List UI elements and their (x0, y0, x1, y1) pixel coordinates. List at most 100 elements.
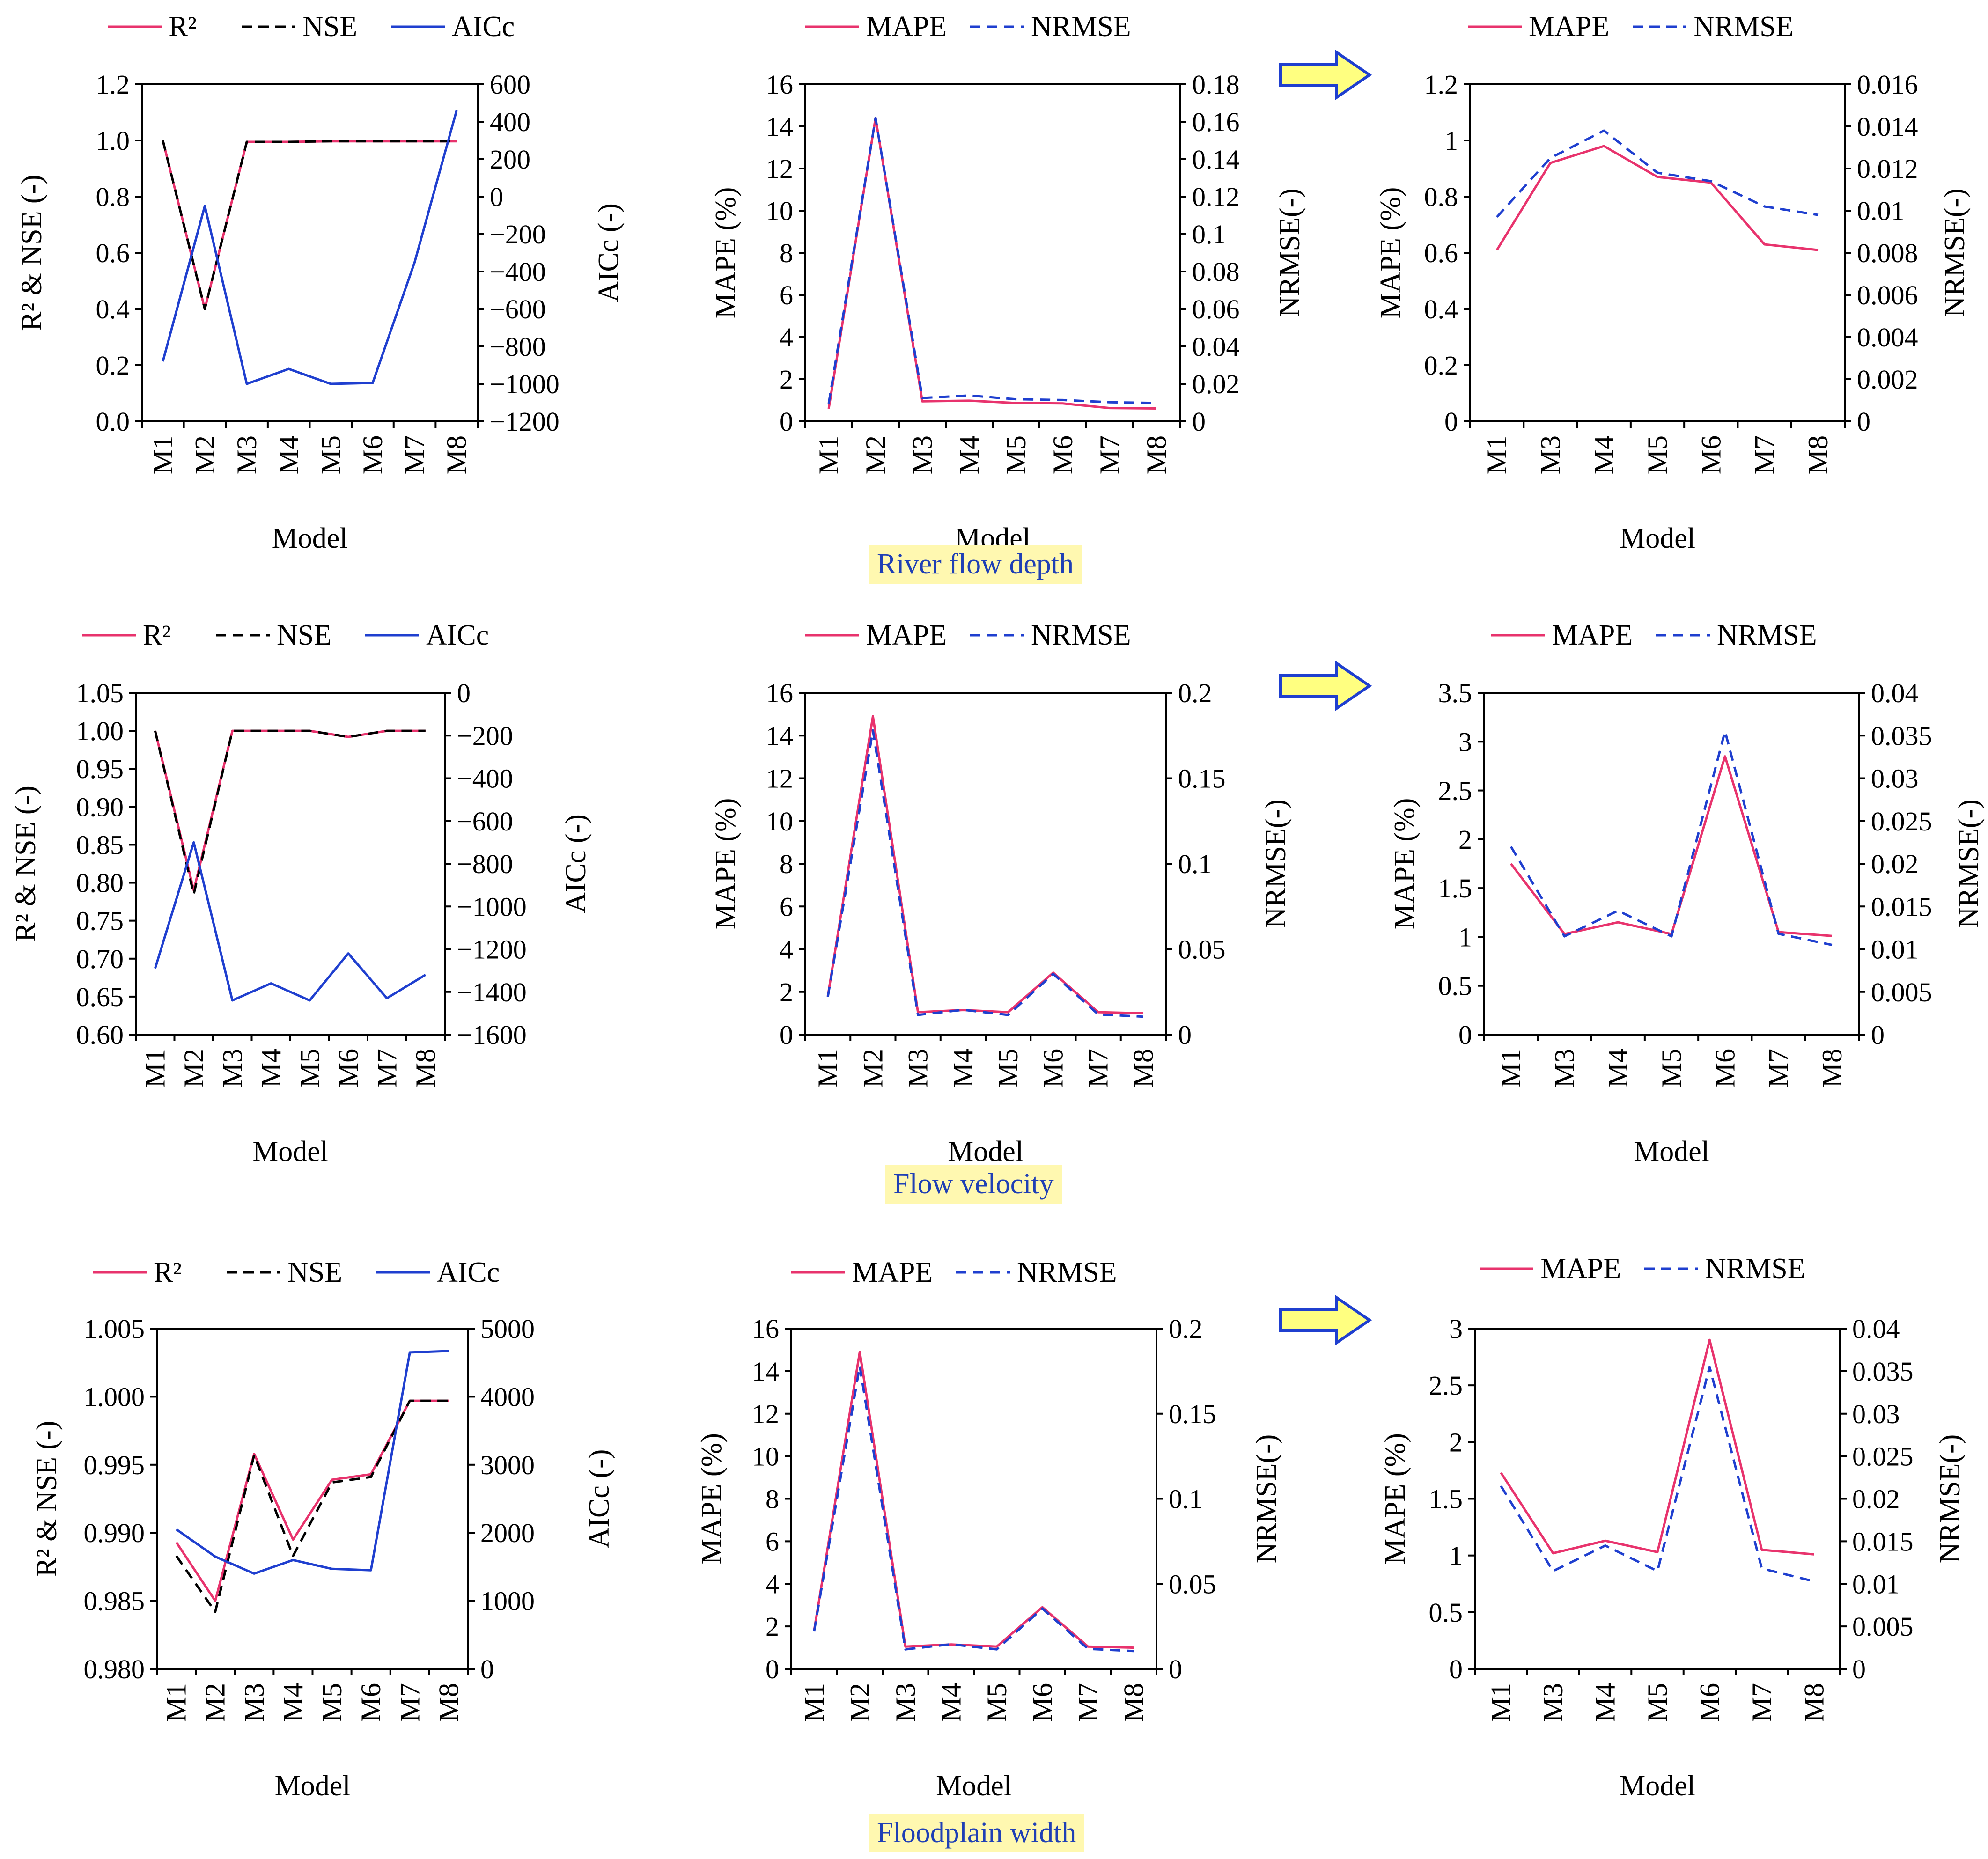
y-tick-label: 3 (1458, 727, 1472, 757)
series-line-aicc (154, 841, 427, 1002)
chart-r0-c2: 0 0.2 0.4 0.6 0.8 1 1.2 0 0.002 0.004 0.006 0.008 0.… (1375, 11, 1971, 554)
y-tick-label: 0 (780, 406, 793, 437)
y-tick-label: 0.2 (1424, 350, 1458, 381)
x-tick-label: M2 (844, 1683, 875, 1722)
y-tick-label: 14 (766, 111, 793, 142)
series-line-nse (162, 140, 457, 310)
y-tick-label: 1 (1449, 1541, 1463, 1571)
x-tick-label: M2 (860, 435, 891, 474)
y-tick-label: 0.6 (96, 238, 130, 268)
y-tick-label: 0 (1449, 1654, 1463, 1684)
y-tick-label: 0.985 (84, 1586, 145, 1617)
y2-tick-label: −200 (490, 219, 546, 250)
y2-tick-label: 0.1 (1169, 1484, 1203, 1514)
y2-tick-label: 0.08 (1192, 257, 1240, 287)
x-tick-label: M1 (1481, 435, 1512, 474)
y-tick-label: 0.4 (96, 294, 130, 324)
y-tick-label: 0.85 (76, 830, 124, 860)
y2-tick-label: −800 (490, 331, 546, 362)
y-tick-label: 0.80 (76, 868, 124, 898)
y-tick-label: 1.2 (1424, 69, 1458, 100)
plot-frame (156, 1328, 469, 1670)
chart-r2-c0: 0.980 0.985 0.990 0.995 1.000 1.005 0 1000 2000 3… (31, 1256, 615, 1802)
y2-tick-label: 0.006 (1857, 280, 1918, 310)
y2-tick-label: −1200 (490, 406, 560, 437)
x-tick-label: M5 (993, 1049, 1023, 1087)
x-axis-title: Model (275, 1770, 351, 1802)
y2-tick-label: 0.035 (1852, 1356, 1914, 1387)
x-axis-title: Model (948, 1136, 1023, 1168)
x-tick-label: M2 (178, 1049, 209, 1087)
y-tick-label: 0.6 (1424, 238, 1458, 268)
y2-tick-label: 0.02 (1852, 1484, 1900, 1514)
x-tick-label: M1 (140, 1049, 170, 1087)
y-tick-label: 10 (766, 806, 793, 837)
y2-tick-label: 0.1 (1192, 219, 1226, 250)
x-tick-label: M7 (1746, 1683, 1777, 1722)
legend-label: MAPE (1540, 1253, 1621, 1285)
y2-tick-label: 0.05 (1178, 934, 1226, 965)
series-line-r (175, 1399, 449, 1602)
x-tick-label: M6 (1027, 1683, 1058, 1722)
series-line-mape (1500, 1338, 1814, 1556)
y-tick-label: 0.995 (84, 1450, 145, 1480)
x-tick-label: M3 (1535, 435, 1566, 474)
y2-tick-label: 0.05 (1169, 1569, 1216, 1599)
y-tick-label: 0.65 (76, 982, 124, 1012)
x-axis-title: Model (1620, 1770, 1695, 1802)
y2-tick-label: 0.025 (1852, 1441, 1914, 1472)
x-tick-label: M4 (273, 435, 304, 474)
legend-label: NRMSE (1705, 1253, 1805, 1285)
y-axis-title: R² & NSE (-) (10, 786, 42, 942)
right-arrow-icon (1279, 661, 1372, 711)
x-tick-label: M1 (161, 1683, 192, 1722)
x-tick-label: M3 (1538, 1683, 1568, 1722)
legend-label: AICc (426, 619, 489, 651)
series-line-mape (813, 1351, 1134, 1649)
y-tick-label: 1.05 (76, 678, 124, 708)
y-axis-title: R² & NSE (-) (16, 175, 48, 331)
plot-frame (135, 692, 446, 1036)
y-tick-label: 8 (780, 849, 793, 879)
y2-tick-label: −1600 (457, 1020, 527, 1050)
x-tick-label: M6 (1694, 1683, 1725, 1722)
legend-label: NSE (302, 11, 357, 43)
x-axis-title: Model (272, 522, 348, 554)
y-axis-title: R² & NSE (-) (31, 1421, 63, 1577)
x-tick-label: M1 (813, 435, 844, 474)
y-tick-label: 0.8 (96, 182, 130, 212)
x-tick-label: M1 (812, 1049, 843, 1087)
y-tick-label: 16 (766, 678, 793, 708)
y-tick-label: 0.8 (1424, 182, 1458, 212)
x-tick-label: M7 (371, 1049, 402, 1087)
series-line-nrmse (813, 1365, 1134, 1653)
x-tick-label: M3 (239, 1683, 270, 1722)
x-tick-label: M5 (1642, 435, 1673, 474)
y2-tick-label: 0.004 (1857, 322, 1918, 353)
y2-tick-label: 0.1 (1178, 849, 1212, 879)
y-tick-label: 0 (780, 1020, 793, 1050)
legend-label: MAPE (1552, 619, 1633, 651)
legend-label: R² (143, 619, 171, 651)
x-tick-label: M5 (1001, 435, 1031, 474)
y2-tick-label: −1200 (457, 934, 527, 965)
y-tick-label: 14 (752, 1356, 779, 1387)
x-tick-label: M3 (903, 1049, 934, 1087)
y2-tick-label: 0.18 (1192, 69, 1240, 100)
y-tick-label: 0.90 (76, 792, 124, 822)
y-tick-label: 0.4 (1424, 294, 1458, 324)
y-tick-label: 1.000 (84, 1381, 145, 1412)
y-tick-label: 1 (1444, 125, 1458, 156)
y-tick-label: 1.005 (84, 1314, 145, 1344)
series-line-nse (154, 729, 426, 896)
x-tick-label: M7 (394, 1683, 425, 1722)
y-tick-label: 0.5 (1429, 1597, 1463, 1628)
y2-tick-label: 1000 (480, 1586, 535, 1617)
y-tick-label: 4 (780, 322, 793, 353)
y2-tick-label: 0.15 (1169, 1399, 1216, 1429)
y2-tick-label: 0.016 (1857, 69, 1918, 100)
y2-axis-title: AICc (-) (560, 814, 592, 913)
y2-tick-label: 0 (1178, 1020, 1192, 1050)
y-tick-label: 2 (780, 977, 793, 1007)
y2-tick-label: 0 (1852, 1654, 1866, 1684)
